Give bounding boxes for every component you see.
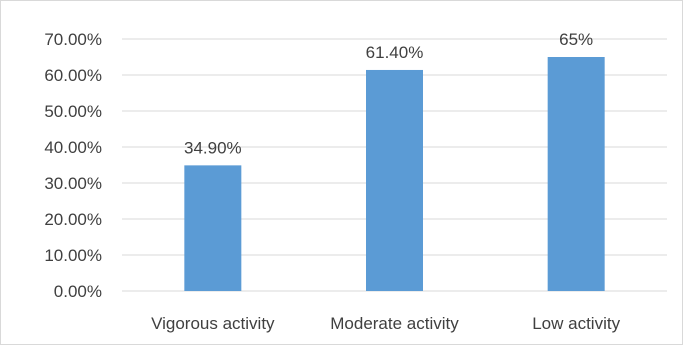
data-label: 61.40% [366, 43, 424, 62]
y-tick-label: 10.00% [44, 246, 102, 265]
y-axis-tick-labels: 0.00% 10.00% 20.00% 30.00% 40.00% 50.00% 60.00… [44, 30, 102, 301]
y-tick-label: 30.00% [44, 174, 102, 193]
y-tick-label: 70.00% [44, 30, 102, 49]
data-label: 65% [559, 30, 593, 49]
data-label: 34.90% [184, 138, 242, 157]
y-tick-label: 0.00% [54, 282, 102, 301]
bars [184, 57, 605, 292]
x-category-label: Vigorous activity [151, 314, 275, 333]
x-category-label: Moderate activity [330, 314, 459, 333]
bar-low-activity [547, 57, 605, 291]
y-tick-label: 50.00% [44, 102, 102, 121]
y-tick-label: 20.00% [44, 210, 102, 229]
bar-moderate-activity [366, 69, 423, 292]
bar-vigorous-activity [184, 165, 242, 291]
data-labels: 34.90% 61.40% 65% [184, 30, 593, 157]
y-tick-label: 60.00% [44, 66, 102, 85]
y-tick-label: 40.00% [44, 138, 102, 157]
x-category-label: Low activity [532, 314, 620, 333]
x-axis-category-labels: Vigorous activity Moderate activity Low ac… [151, 314, 620, 333]
